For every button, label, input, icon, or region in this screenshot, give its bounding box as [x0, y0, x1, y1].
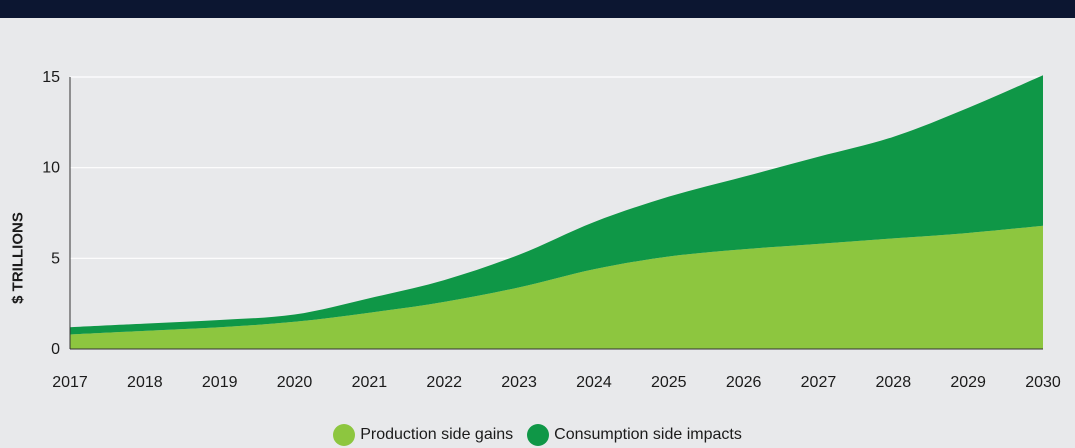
area-series [70, 75, 1043, 349]
x-tick-labels: 2017 2018 2019 2020 2021 2022 2023 2024 2025 2026… [52, 374, 1061, 391]
legend-item-production: Production side gains [333, 424, 513, 446]
legend-label-production: Production side gains [360, 426, 514, 443]
y-tick-label-15: 15 [42, 69, 60, 86]
x-tick-label-2018: 2018 [127, 374, 163, 391]
x-tick-label-2019: 2019 [202, 374, 238, 391]
x-tick-label-2020: 2020 [277, 374, 313, 391]
y-tick-label-5: 5 [51, 250, 60, 267]
y-tick-label-0: 0 [51, 341, 60, 358]
legend-item-consumption: Consumption side impacts [527, 424, 742, 446]
x-tick-label-2017: 2017 [52, 374, 88, 391]
x-tick-label-2022: 2022 [426, 374, 462, 391]
x-tick-label-2029: 2029 [950, 374, 986, 391]
top-banner [0, 0, 1075, 18]
y-tick-label-10: 10 [42, 160, 60, 177]
legend: Production side gains Consumption side i… [0, 424, 1075, 446]
legend-swatch-consumption [527, 424, 550, 446]
x-tick-label-2027: 2027 [801, 374, 837, 391]
x-tick-label-2023: 2023 [501, 374, 537, 391]
x-tick-label-2021: 2021 [352, 374, 388, 391]
legend-swatch-production [333, 424, 356, 446]
area-series-2 [70, 75, 1043, 335]
x-tick-label-2028: 2028 [876, 374, 912, 391]
x-tick-label-2024: 2024 [576, 374, 612, 391]
x-tick-label-2025: 2025 [651, 374, 687, 391]
y-axis-label: $ TRILLIONS [9, 212, 27, 304]
legend-label-consumption: Consumption side impacts [554, 426, 742, 443]
x-tick-label-2030: 2030 [1025, 374, 1061, 391]
x-tick-label-2026: 2026 [726, 374, 762, 391]
y-tick-labels: 0 5 10 15 [42, 69, 60, 358]
area-series-1 [70, 225, 1043, 349]
axes [69, 77, 1043, 350]
